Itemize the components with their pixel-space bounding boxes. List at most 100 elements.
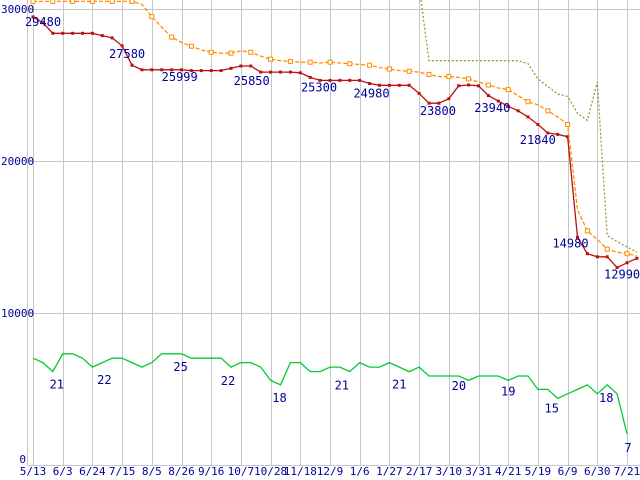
store-count-label: 19 <box>501 384 515 398</box>
lowest-price-marker <box>387 83 391 87</box>
lowest-price-marker <box>170 68 174 72</box>
lowest-price-marker <box>120 44 124 48</box>
store-count-label: 22 <box>97 373 111 387</box>
mid-price-marker <box>248 49 254 55</box>
mid-price-marker <box>307 59 313 65</box>
grid-lines <box>27 0 640 466</box>
lowest-price-marker <box>417 91 421 95</box>
mid-price-marker <box>446 74 452 80</box>
mid-price-marker <box>624 251 630 257</box>
mid-price-marker <box>89 0 95 4</box>
mid-price-marker <box>208 49 214 55</box>
lowest-price-marker <box>209 69 213 73</box>
y-tick-label: 0 <box>19 453 26 466</box>
mid-price-marker <box>169 34 175 40</box>
mid-price-marker <box>268 56 274 62</box>
x-tick-label: 11/18 <box>284 465 317 478</box>
lowest-price-marker <box>90 31 94 35</box>
mid-price-marker <box>30 0 36 4</box>
x-tick-label: 1/6 <box>350 465 370 478</box>
store-count-label: 22 <box>221 374 235 388</box>
lowest-price-marker <box>150 68 154 72</box>
x-tick-label: 5/13 <box>20 465 47 478</box>
lowest-price-marker <box>457 84 461 88</box>
mid-price-marker <box>505 87 511 93</box>
lowest-price-marker <box>585 252 589 256</box>
mid-price-marker <box>228 50 234 56</box>
price-label: 27580 <box>109 47 145 61</box>
lowest-price-marker <box>328 78 332 82</box>
mid-price-marker <box>327 59 333 65</box>
lowest-price-marker <box>219 69 223 73</box>
store-count-label: 21 <box>335 379 349 393</box>
y-tick-label: 30000 <box>1 3 34 16</box>
lowest-price-marker <box>239 64 243 68</box>
lowest-price-marker <box>526 115 530 119</box>
store-count-label: 20 <box>452 379 466 393</box>
store-count-line <box>32 353 628 435</box>
x-axis-labels: 5/13 6/3 6/24 7/15 8/5 8/26 9/16 10/7 10/2811/18… <box>20 465 640 478</box>
lowest-price-marker <box>605 255 609 259</box>
x-tick-label: 7/15 <box>109 465 136 478</box>
lowest-price-marker <box>199 69 203 73</box>
lowest-price-marker <box>447 97 451 101</box>
x-tick-label: 6/3 <box>53 465 73 478</box>
lowest-price-marker <box>71 31 75 35</box>
lowest-price-marker <box>348 78 352 82</box>
lowest-price-marker <box>308 75 312 79</box>
high-price-line <box>420 0 638 253</box>
lowest-price-marker <box>546 131 550 135</box>
lowest-price-marker <box>536 123 540 126</box>
mid-price-marker <box>367 62 373 68</box>
lowest-price-marker <box>318 78 322 82</box>
lowest-price-marker <box>477 84 480 88</box>
mid-price-marker <box>485 82 491 88</box>
store-count-label: 25 <box>173 360 187 374</box>
price-label: 12990 <box>604 268 640 282</box>
x-tick-label: 7/21 <box>614 465 640 478</box>
lowest-price-marker <box>635 256 639 260</box>
lowest-price-marker <box>41 21 45 25</box>
lowest-price-marker <box>140 68 144 72</box>
lowest-price-marker <box>51 31 55 35</box>
mid-price-marker <box>287 58 293 64</box>
mid-price-marker <box>565 122 571 127</box>
lowest-price-marker <box>467 83 471 87</box>
lowest-price-marker <box>180 68 183 72</box>
mid-price-marker <box>50 0 56 4</box>
price-label: 25850 <box>234 74 270 88</box>
lowest-price-marker <box>189 69 193 73</box>
lowest-price-marker <box>576 235 579 239</box>
mid-price-marker <box>584 228 590 234</box>
lowest-price-marker <box>486 94 490 98</box>
y-tick-label: 20000 <box>1 155 34 168</box>
lowest-price-marker <box>516 109 520 113</box>
mid-price-marker <box>466 76 472 82</box>
lowest-price-marker <box>358 78 362 82</box>
lowest-price-marker <box>397 83 401 87</box>
lowest-price-marker <box>407 83 411 87</box>
lowest-price-marker <box>427 101 431 105</box>
lowest-price-marker <box>496 99 500 103</box>
lowest-price-marker <box>338 78 342 82</box>
price-label: 29480 <box>25 15 61 29</box>
y-axis-labels: 30000 20000 10000 0 <box>1 3 34 466</box>
x-tick-label: 3/31 <box>465 465 492 478</box>
x-tick-label: 2/17 <box>406 465 433 478</box>
store-count-label: 18 <box>272 391 286 405</box>
mid-price-marker <box>604 246 610 252</box>
mid-price-marker <box>406 68 412 74</box>
lowest-price-marker <box>249 64 253 68</box>
price-label: 25300 <box>301 80 337 94</box>
store-count-label: 21 <box>392 378 406 392</box>
price-label: 25999 <box>162 70 198 84</box>
lowest-price-marker <box>269 70 273 74</box>
lowest-price-marker <box>437 101 441 105</box>
lowest-price-marker <box>279 70 282 74</box>
lowest-price-marker <box>110 36 114 40</box>
x-tick-label: 6/30 <box>584 465 611 478</box>
mid-price-line <box>33 0 638 257</box>
mid-price-marker <box>386 66 392 72</box>
